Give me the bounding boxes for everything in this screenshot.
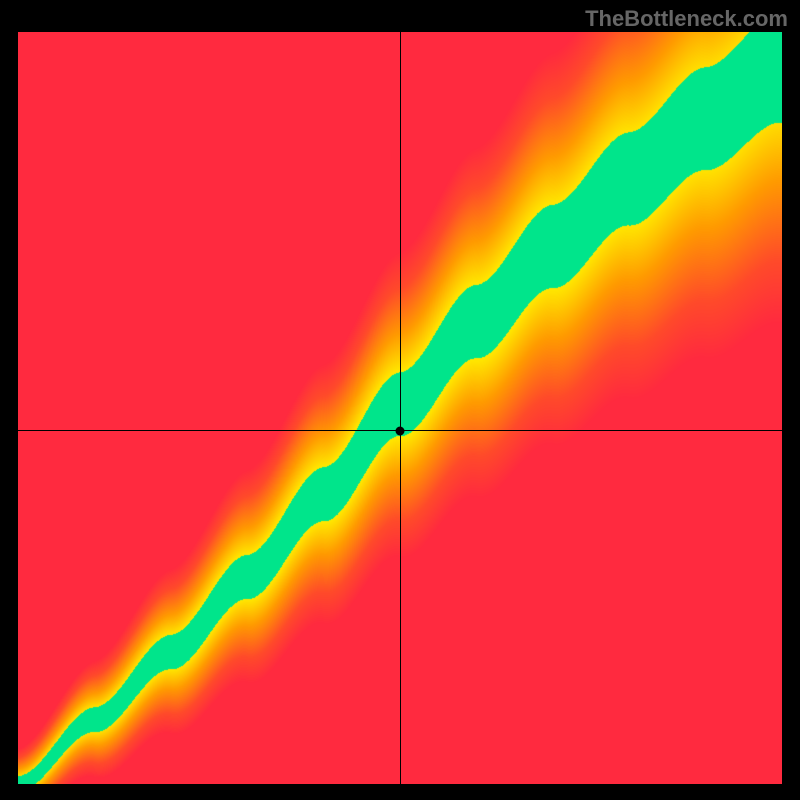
watermark-text: TheBottleneck.com <box>585 6 788 32</box>
crosshair-vertical <box>400 32 401 784</box>
plot-area <box>18 32 782 784</box>
chart-container: TheBottleneck.com <box>0 0 800 800</box>
crosshair-marker <box>396 426 405 435</box>
